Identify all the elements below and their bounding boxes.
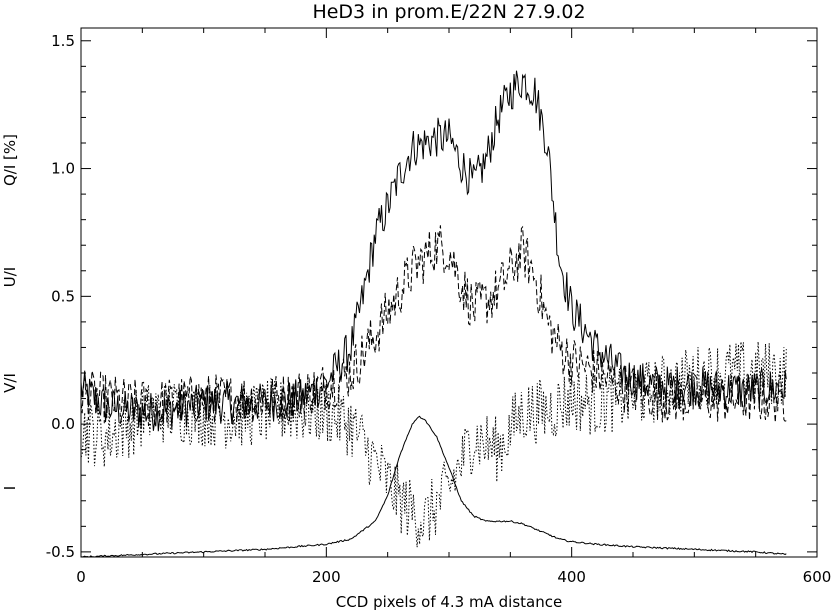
plot-frame — [80, 27, 818, 558]
series-line-solid-0 — [80, 70, 787, 432]
y-axis-label-i: I — [1, 486, 19, 490]
y-tick-label: -0.5 — [46, 543, 75, 561]
chart-title: HeD3 in prom.E/22N 27.9.02 — [312, 1, 585, 23]
x-tick-label: 200 — [312, 568, 341, 586]
series-layer — [80, 70, 787, 558]
series-line-dotted-2 — [80, 341, 787, 548]
y-axis-labels: Q/I [%] U/I V/I I — [1, 134, 19, 490]
y-tick-label: 0.0 — [51, 415, 75, 433]
y-axis-label-v: V/I — [1, 373, 19, 393]
y-axis-label-q: Q/I [%] — [1, 134, 19, 186]
y-tick-label: 1.0 — [51, 160, 75, 178]
x-axis-label: CCD pixels of 4.3 mA distance — [336, 593, 562, 611]
y-axis-label-u: U/I — [1, 267, 19, 287]
series-line-dashed-1 — [80, 225, 787, 427]
x-tick-label: 400 — [557, 568, 586, 586]
series-line-solid-3 — [80, 415, 787, 558]
y-tick-label: 1.5 — [51, 32, 75, 50]
x-tick-label: 0 — [76, 568, 86, 586]
x-tick-label: 600 — [803, 568, 832, 586]
y-tick-label: 0.5 — [51, 287, 75, 305]
ticks-layer: 0 200 400 600 -0.5 0.0 0.5 1.0 1.5 — [46, 28, 832, 586]
